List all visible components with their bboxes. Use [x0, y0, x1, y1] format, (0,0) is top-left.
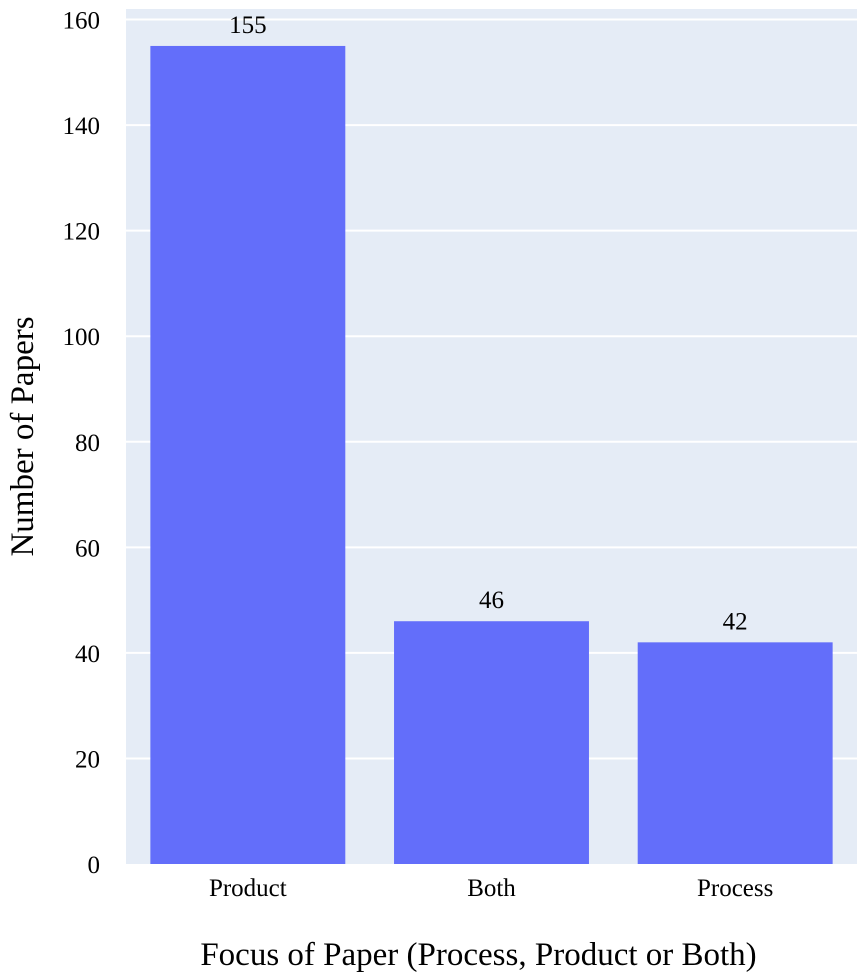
- y-tick-label: 20: [75, 746, 100, 773]
- data-label-both: 46: [479, 587, 504, 614]
- bar-both: [394, 621, 589, 864]
- x-tick-label: Both: [467, 875, 516, 902]
- y-tick-label: 80: [75, 430, 100, 457]
- y-tick-label: 140: [63, 113, 101, 140]
- y-tick-label: 40: [75, 641, 100, 668]
- y-tick-label: 120: [63, 219, 101, 246]
- y-tick-label: 60: [75, 535, 100, 562]
- y-axis-ticks: 0 20 40 60 80 100 120 140 160: [63, 8, 101, 879]
- y-tick-label: 160: [63, 8, 101, 35]
- bars: [150, 45, 833, 864]
- x-axis-ticks: Product Both Process: [209, 875, 773, 902]
- bar-process: [637, 642, 833, 864]
- y-axis-title: Number of Papers: [5, 316, 41, 556]
- data-label-product: 155: [229, 12, 267, 39]
- data-labels: 155 46 42: [229, 12, 748, 635]
- y-tick-label: 0: [88, 852, 101, 879]
- bar-product: [150, 45, 346, 864]
- x-tick-label: Process: [697, 875, 773, 902]
- y-tick-label: 100: [63, 324, 101, 351]
- x-tick-label: Product: [209, 875, 287, 902]
- x-axis-title: Focus of Paper (Process, Product or Both…: [200, 937, 756, 973]
- data-label-process: 42: [723, 608, 748, 635]
